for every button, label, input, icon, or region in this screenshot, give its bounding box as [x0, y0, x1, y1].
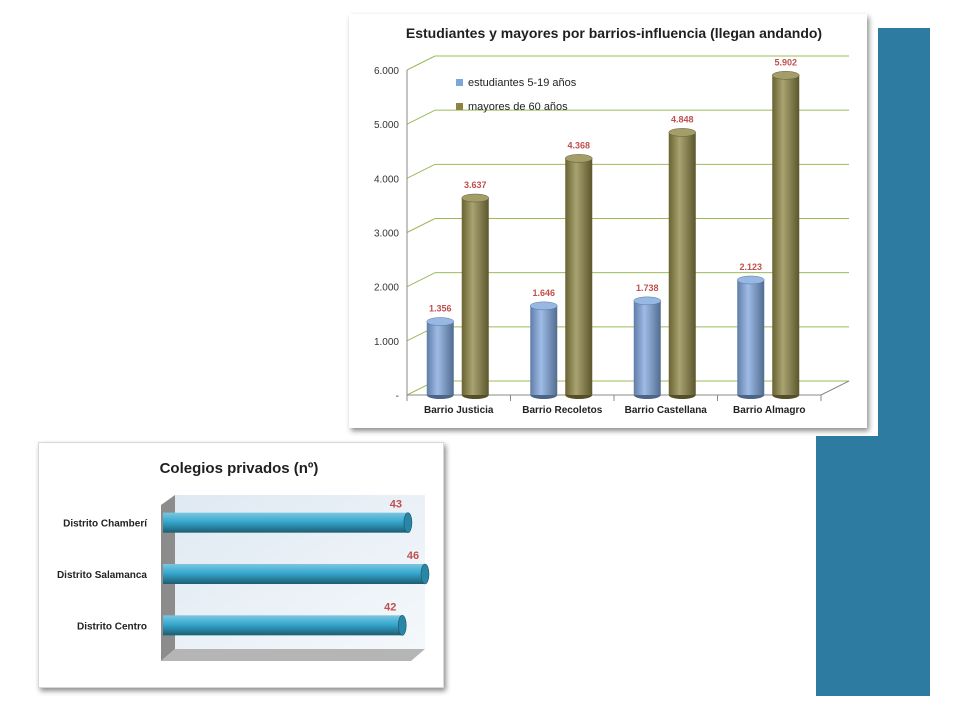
bar-students: [633, 296, 661, 399]
data-label: 2.123: [739, 262, 762, 272]
category-label: Barrio Castellana: [625, 405, 708, 416]
chart-title: Estudiantes y mayores por barrios-influe…: [406, 25, 822, 41]
bar-private-schools: [163, 563, 430, 585]
legend-label: mayores de 60 años: [468, 101, 568, 113]
chart-title: Colegios privados (nº): [160, 460, 319, 477]
y-tick-label: 2.000: [374, 283, 399, 294]
gridline-depth: [406, 272, 436, 288]
category-label: Distrito Centro: [77, 621, 147, 632]
legend-label: estudiantes 5-19 años: [468, 77, 577, 89]
bar-private-schools: [163, 615, 407, 636]
bar-seniors: [668, 128, 696, 399]
category-label: Distrito Chamberí: [63, 519, 148, 530]
private-schools-chart-svg: Colegios privados (nº) Distrito Chamberí…: [57, 460, 430, 661]
legend-swatch: [456, 103, 463, 110]
category-label: Barrio Justicia: [424, 405, 494, 416]
category-label: Barrio Almagro: [733, 405, 805, 416]
category-label: Barrio Recoletos: [522, 405, 602, 416]
data-label: 4.848: [671, 114, 694, 124]
y-tick-label: 1.000: [374, 337, 399, 348]
bar-seniors: [461, 193, 489, 399]
gridline-depth: [406, 218, 436, 233]
students-seniors-chart: Estudiantes y mayores por barrios-influe…: [349, 14, 867, 428]
y-tick-label: -: [396, 391, 399, 402]
data-label: 1.646: [532, 288, 555, 298]
bar-students: [737, 275, 765, 399]
legend-swatch: [456, 79, 463, 86]
y-tick-label: 5.000: [374, 120, 399, 131]
x-axis-depth: [820, 380, 850, 396]
bar-seniors: [772, 71, 800, 399]
data-label: 4.368: [567, 140, 590, 150]
bar-private-schools: [163, 512, 413, 533]
data-label: 46: [407, 550, 419, 562]
students-seniors-chart-svg: Estudiantes y mayores por barrios-influe…: [374, 25, 850, 416]
gridline-depth: [406, 55, 436, 71]
bar-seniors: [565, 154, 593, 399]
decorative-blue-panel: [816, 436, 930, 696]
plot-floor: [161, 649, 425, 661]
gridline-depth: [406, 163, 436, 179]
category-label: Distrito Salamanca: [57, 570, 147, 581]
y-tick-label: 6.000: [374, 66, 399, 77]
private-schools-chart: Colegios privados (nº) Distrito Chamberí…: [38, 442, 444, 688]
data-label: 3.637: [464, 180, 487, 190]
y-tick-label: 4.000: [374, 174, 399, 185]
data-label: 1.738: [636, 283, 659, 293]
data-label: 43: [390, 499, 402, 511]
bar-students: [426, 317, 454, 399]
data-label: 1.356: [429, 304, 452, 314]
bar-students: [530, 301, 558, 399]
data-label: 5.902: [774, 57, 797, 67]
y-tick-label: 3.000: [374, 229, 399, 240]
decorative-blue-panel-top: [878, 28, 930, 438]
gridline-depth: [406, 109, 436, 125]
data-label: 42: [384, 601, 396, 613]
